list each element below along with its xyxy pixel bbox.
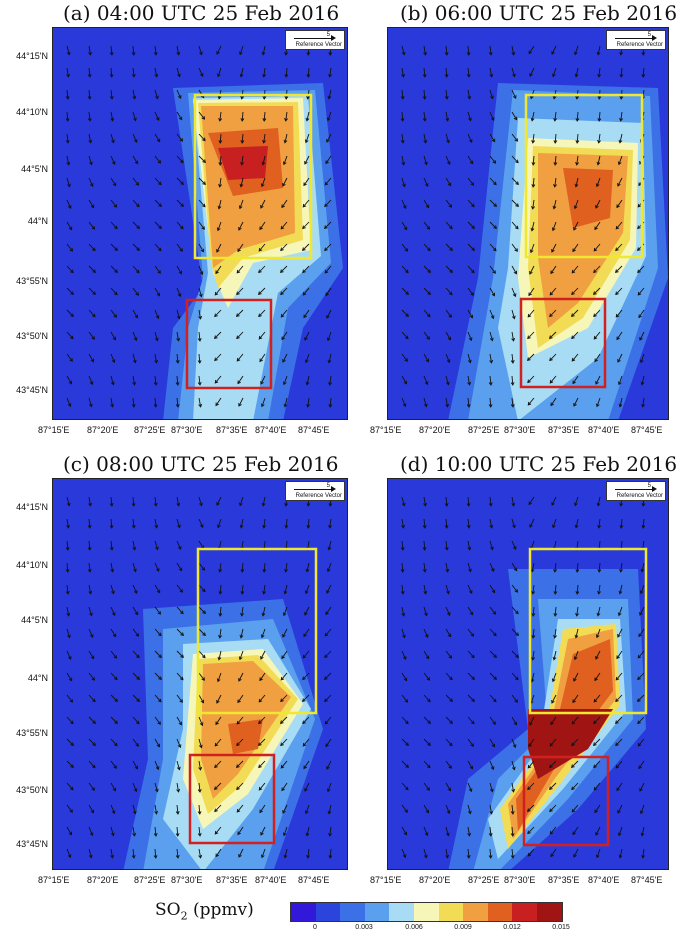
panel-title-d: (d) 10:00 UTC 25 Feb 2016 — [400, 452, 677, 476]
x-tick-label: 87°30'E — [171, 875, 202, 885]
reference-vector-label: Reference Vector — [296, 493, 342, 499]
x-tick-label: 87°45'E — [631, 425, 662, 435]
x-tick-label: 87°30'E — [504, 875, 535, 885]
colorbar-swatch — [291, 903, 316, 921]
y-tick-label: 44°10'N — [0, 560, 48, 570]
x-tick-label: 87°45'E — [298, 425, 329, 435]
colorbar-tick-label: 0.006 — [405, 924, 423, 931]
x-tick-label: 87°15'E — [38, 875, 69, 885]
y-tick-label: 44°N — [0, 673, 48, 683]
x-tick-label: 87°45'E — [298, 875, 329, 885]
reference-vector-label: Reference Vector — [617, 493, 663, 499]
reference-vector: 5 Reference Vector — [606, 30, 666, 50]
x-tick-label: 87°40'E — [255, 875, 286, 885]
so2-concentration-map — [388, 28, 668, 419]
y-tick-label: 43°45'N — [0, 839, 48, 849]
colorbar-swatch — [512, 903, 537, 921]
y-tick-label: 44°15'N — [0, 51, 48, 61]
map-panel-d: 5 Reference Vector — [387, 478, 669, 870]
x-tick-label: 87°35'E — [548, 875, 579, 885]
reference-vector: 5 Reference Vector — [285, 481, 345, 501]
colorbar-swatch — [537, 903, 562, 921]
y-tick-label: 44°10'N — [0, 107, 48, 117]
y-tick-label: 43°55'N — [0, 728, 48, 738]
so2-concentration-map — [53, 479, 347, 869]
x-tick-label: 87°35'E — [216, 425, 247, 435]
y-tick-label: 44°N — [0, 216, 48, 226]
x-tick-label: 87°20'E — [419, 425, 450, 435]
x-tick-label: 87°40'E — [588, 875, 619, 885]
panel-title-c: (c) 08:00 UTC 25 Feb 2016 — [63, 452, 339, 476]
arrow-icon — [615, 38, 655, 39]
colorbar-swatch — [439, 903, 464, 921]
x-tick-label: 87°20'E — [87, 425, 118, 435]
x-tick-label: 87°20'E — [87, 875, 118, 885]
y-tick-label: 43°50'N — [0, 331, 48, 341]
colorbar — [290, 902, 563, 922]
x-tick-label: 87°25'E — [134, 425, 165, 435]
colorbar-swatch — [463, 903, 488, 921]
colorbar-swatch — [488, 903, 513, 921]
colorbar-tick-label: 0.003 — [355, 924, 373, 931]
x-tick-label: 87°25'E — [468, 425, 499, 435]
colorbar-swatch — [340, 903, 365, 921]
colorbar-tick-label: 0 — [313, 924, 317, 931]
x-tick-label: 87°40'E — [255, 425, 286, 435]
map-panel-b: 5 Reference Vector — [387, 27, 669, 420]
y-tick-label: 43°45'N — [0, 385, 48, 395]
colorbar-swatch — [316, 903, 341, 921]
colorbar-tick-label: 0.012 — [503, 924, 521, 931]
map-panel-c: 5 Reference Vector — [52, 478, 348, 870]
colorbar-swatch — [365, 903, 390, 921]
x-tick-label: 87°35'E — [548, 425, 579, 435]
so2-contour — [228, 719, 263, 754]
reference-vector-label: Reference Vector — [617, 42, 663, 48]
reference-vector: 5 Reference Vector — [606, 481, 666, 501]
x-tick-label: 87°25'E — [134, 875, 165, 885]
arrow-icon — [294, 38, 334, 39]
panel-title-a: (a) 04:00 UTC 25 Feb 2016 — [63, 1, 339, 25]
x-tick-label: 87°15'E — [370, 875, 401, 885]
x-tick-label: 87°15'E — [38, 425, 69, 435]
arrow-icon — [294, 489, 334, 490]
y-tick-label: 44°5'N — [0, 615, 48, 625]
reference-vector: 5 Reference Vector — [285, 30, 345, 50]
colorbar-tick-label: 0.009 — [454, 924, 472, 931]
y-tick-label: 44°15'N — [0, 502, 48, 512]
x-tick-label: 87°40'E — [588, 425, 619, 435]
x-tick-label: 87°20'E — [419, 875, 450, 885]
x-tick-label: 87°45'E — [631, 875, 662, 885]
x-tick-label: 87°30'E — [171, 425, 202, 435]
x-tick-label: 87°25'E — [468, 875, 499, 885]
y-tick-label: 43°50'N — [0, 785, 48, 795]
legend-title: SO2 (ppmv) — [155, 900, 254, 922]
panel-title-b: (b) 06:00 UTC 25 Feb 2016 — [400, 1, 677, 25]
x-tick-label: 87°15'E — [370, 425, 401, 435]
so2-concentration-map — [53, 28, 347, 419]
x-tick-label: 87°30'E — [504, 425, 535, 435]
map-panel-a: 5 Reference Vector — [52, 27, 348, 420]
y-tick-label: 43°55'N — [0, 276, 48, 286]
so2-concentration-map — [388, 479, 668, 869]
y-tick-label: 44°5'N — [0, 164, 48, 174]
colorbar-swatch — [389, 903, 414, 921]
colorbar-tick-label: 0.015 — [552, 924, 570, 931]
reference-vector-label: Reference Vector — [296, 42, 342, 48]
colorbar-swatch — [414, 903, 439, 921]
x-tick-label: 87°35'E — [216, 875, 247, 885]
arrow-icon — [615, 489, 655, 490]
